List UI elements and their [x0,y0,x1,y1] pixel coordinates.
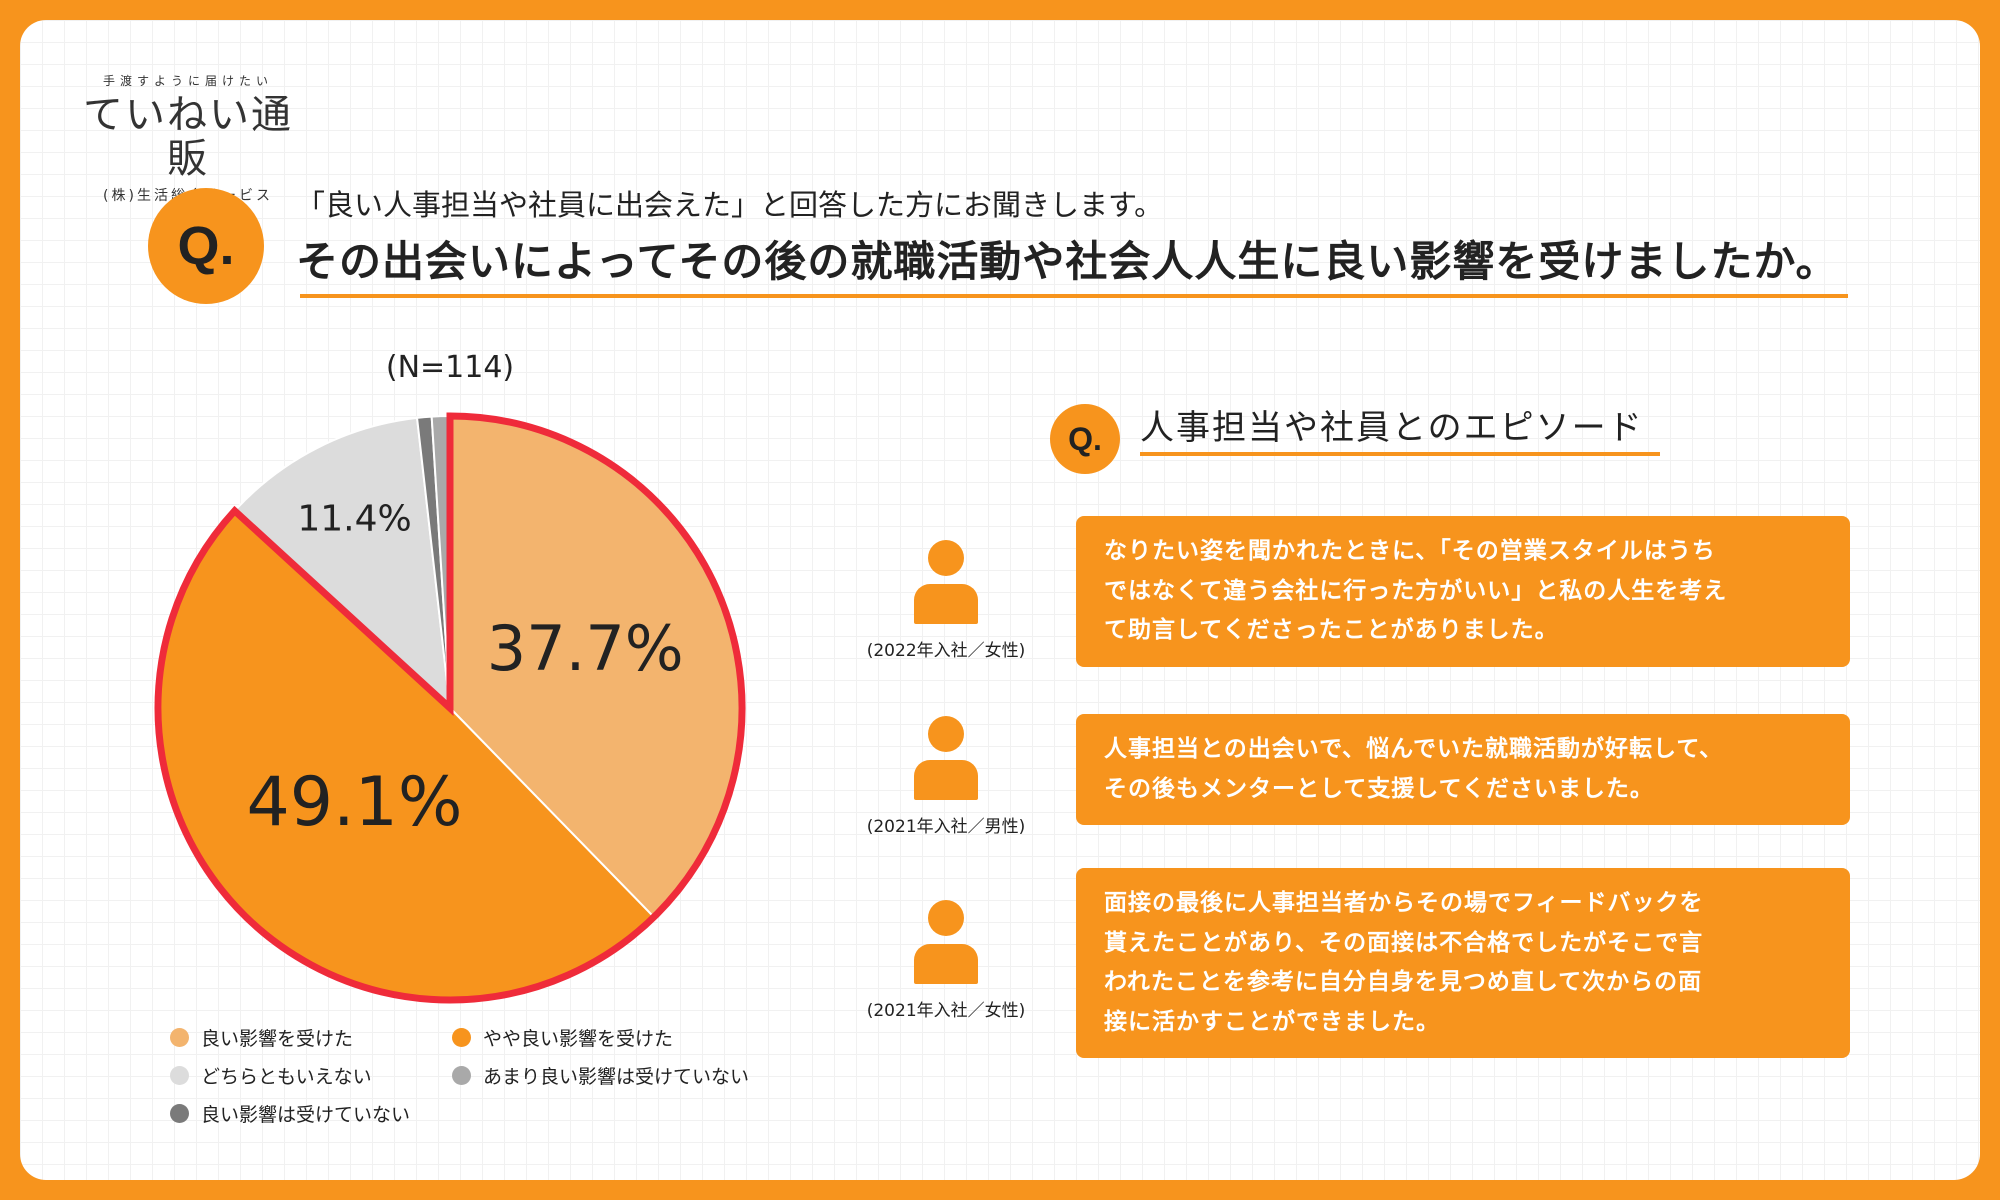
episode-line: ではなくて違う会社に行った方がいい」と私の人生を考え [1104,577,1728,604]
episode-box: 人事担当との出会いで、悩んでいた就職活動が好転して、 その後もメンターとして支援… [1076,714,1850,826]
pie-highlight [154,412,746,1004]
legend-item: 良い影響は受けていない [170,1100,410,1127]
logo-tagline: 手渡すように届けたい [102,74,273,88]
pie-slice [233,416,452,711]
episode-box: なりたい姿を聞かれたときに、「その営業スタイルはうち ではなくて違う会社に行った… [1076,516,1850,667]
legend-label: あまり良い影響は受けていない [483,1066,750,1088]
respondent-1: (2022年入社／女性) [856,540,1036,661]
pie-data-label: 11.4% [297,499,411,540]
episode-line: て助言してくださったことがありました。 [1104,617,1559,644]
question-underline [300,294,1848,298]
legend-label: 良い影響は受けていない [201,1104,411,1126]
episode-line: 貰えたことがあり、その面接は不合格でしたがそこで言 [1104,929,1704,956]
episode-box: 面接の最後に人事担当者からその場でフィードバックを 貰えたことがあり、その面接は… [1076,868,1850,1059]
question-intro: 「良い人事担当や社員に出会えた」と回答した方にお聞きします。 [296,188,1164,222]
episode-line: なりたい姿を聞かれたときに、「その営業スタイルはうち [1104,538,1716,564]
legend-swatch [452,1028,471,1047]
person-icon [914,900,978,984]
legend-swatch [452,1066,471,1085]
pie-data-label: 37.7% [487,612,684,685]
episode-line: 人事担当との出会いで、悩んでいた就職活動が好転して、 [1104,736,1724,762]
legend-swatch [170,1028,189,1047]
pie-data-label: 49.1% [246,763,462,842]
legend-swatch [170,1104,189,1123]
sample-size-label: (N=114) [385,350,515,385]
legend-item: 良い影響を受けた [170,1024,353,1051]
respondent-caption: (2022年入社／女性) [866,641,1026,661]
episode-line: 接に活かすことができました。 [1104,1008,1440,1035]
respondent-caption: (2021年入社／男性) [866,817,1026,837]
episode-line: われたことを参考に自分自身を見つめ直して次からの面 [1104,969,1703,996]
respondent-2: (2021年入社／男性) [856,716,1036,837]
legend-item: どちらともいえない [170,1062,372,1089]
person-icon [914,540,978,624]
person-icon [914,716,978,800]
respondent-3: (2021年入社／女性) [856,900,1036,1021]
episode-underline [1140,452,1660,456]
episode-title: 人事担当や社員とのエピソード [1140,408,1644,448]
pie-slices [157,414,743,1001]
legend-label: どちらともいえない [201,1066,372,1088]
pie-labels: 37.7% 49.1% 11.4% [246,499,683,842]
legend-swatch [170,1066,189,1085]
respondent-caption: (2021年入社／女性) [866,1001,1026,1021]
question-badge: Q. [148,188,264,304]
question-main: その出会いによってその後の就職活動や社会人人生に良い影響を受けましたか。 [296,237,1839,286]
legend-label: やや良い影響を受けた [483,1028,674,1050]
legend-label: 良い影響を受けた [201,1028,354,1050]
episode-line: その後もメンターとして支援してくださいました。 [1104,775,1654,802]
episode-line: 面接の最後に人事担当者からその場でフィードバックを [1104,890,1704,916]
logo-name: ていねい通販 [83,92,293,182]
legend-item: やや良い影響を受けた [452,1024,673,1051]
episode-badge: Q. [1050,404,1120,474]
pie-highlight-outline [154,412,746,1004]
legend-item: あまり良い影響は受けていない [452,1062,749,1089]
